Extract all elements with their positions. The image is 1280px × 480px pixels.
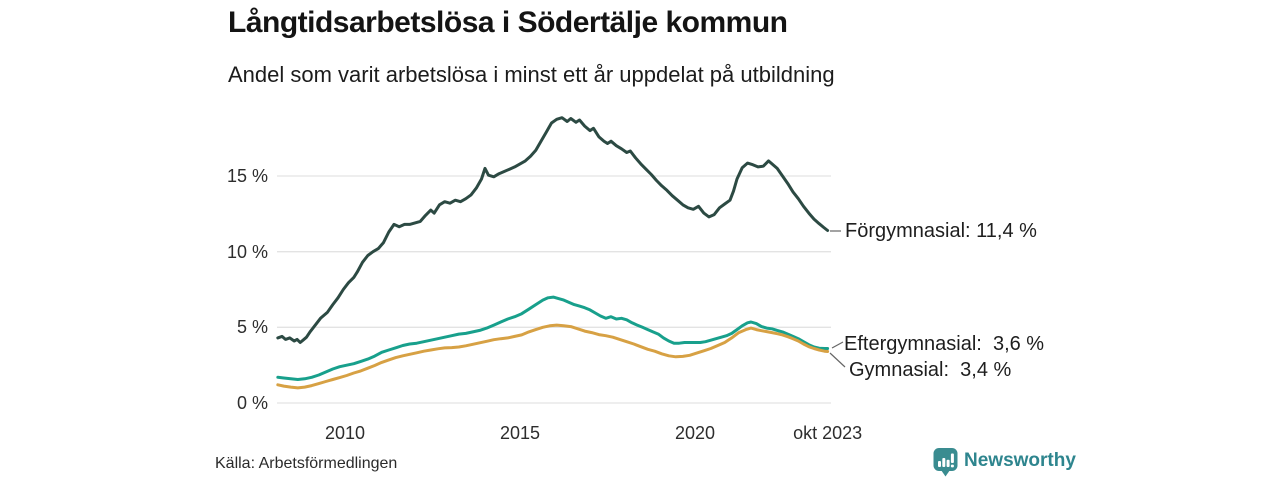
y-tick-label: 15 % bbox=[226, 166, 268, 186]
newsworthy-bar-chart-bubble-icon bbox=[933, 448, 958, 477]
chart-subtitle: Andel som varit arbetslösa i minst ett å… bbox=[228, 62, 835, 87]
label-connector-eftergymnasial bbox=[831, 341, 844, 349]
series-line-eftergymnasial bbox=[276, 295, 830, 381]
series-label-eftergymnasial: Eftergymnasial: 3,6 % bbox=[844, 333, 1045, 355]
y-tick-label: 0 % bbox=[236, 393, 268, 413]
series-line-forgymnasial bbox=[276, 116, 830, 344]
label-connector-gymnasial bbox=[829, 352, 846, 368]
y-tick-label: 5 % bbox=[236, 317, 268, 338]
series-label-forgymnasial: Förgymnasial: 11,4 % bbox=[845, 220, 1037, 242]
newsworthy-wordmark: Newsworthy bbox=[964, 450, 1076, 471]
x-tick-label: 2010 bbox=[324, 423, 366, 443]
x-tick-label: 2015 bbox=[499, 423, 541, 443]
series-line-gymnasial bbox=[276, 323, 830, 390]
y-tick-label: 10 % bbox=[226, 241, 268, 262]
x-tick-label: 2020 bbox=[674, 423, 716, 443]
series-label-gymnasial: Gymnasial: 3,4 % bbox=[849, 359, 1012, 381]
chart-title: Långtidsarbetslösa i Södertälje kommun bbox=[228, 6, 788, 39]
source-text: Källa: Arbetsförmedlingen bbox=[215, 455, 398, 472]
x-tick-label: okt 2023 bbox=[793, 423, 863, 443]
newsworthy-logo: Newsworthy bbox=[933, 447, 1076, 477]
